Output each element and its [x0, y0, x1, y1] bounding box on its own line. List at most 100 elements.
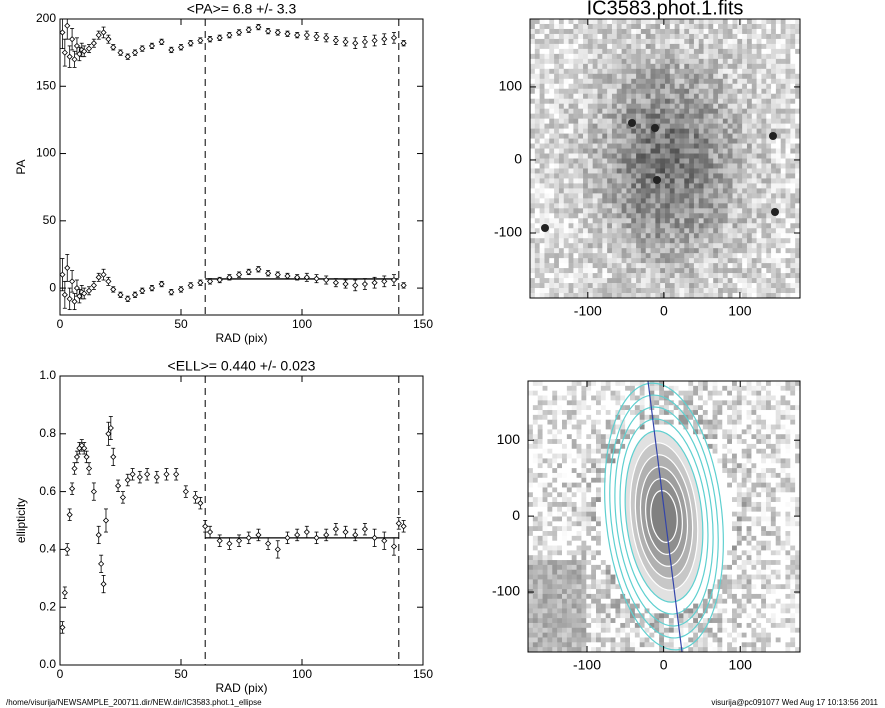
pixel	[707, 414, 713, 421]
pixel	[722, 293, 728, 299]
pixel	[708, 19, 714, 25]
pixel	[756, 218, 762, 224]
pixel	[771, 148, 777, 154]
pixel	[655, 193, 661, 199]
pixel	[780, 278, 786, 284]
pixel	[583, 108, 589, 114]
pixel	[795, 83, 801, 90]
pixel	[698, 468, 704, 474]
pixel	[625, 463, 631, 469]
pixel	[751, 38, 757, 45]
pixel	[775, 118, 782, 124]
pixel	[689, 138, 695, 144]
pixel	[558, 253, 565, 259]
pixel	[785, 138, 791, 144]
pixel	[761, 419, 767, 425]
pixel	[766, 133, 772, 139]
pixel	[766, 88, 772, 95]
pixel	[771, 103, 777, 109]
pixel	[636, 183, 642, 189]
pixel	[650, 213, 656, 219]
pixel	[534, 223, 540, 229]
pixel	[737, 83, 743, 90]
pixel	[742, 73, 748, 80]
pixel	[634, 414, 641, 421]
pixel	[645, 93, 651, 100]
pixel	[650, 163, 656, 169]
data-point	[197, 500, 204, 507]
pixel	[668, 424, 675, 430]
y-axis-label: PA	[14, 159, 28, 174]
pixel	[562, 468, 568, 474]
pixel	[684, 283, 690, 289]
pixel	[708, 53, 714, 60]
pixel	[592, 33, 598, 40]
pixel	[549, 188, 555, 194]
pixel	[558, 83, 565, 90]
pixel	[640, 138, 647, 144]
pixel	[573, 158, 579, 164]
pixel	[712, 385, 718, 391]
pixel	[689, 258, 695, 264]
pixel	[615, 381, 621, 387]
pixel	[737, 78, 743, 85]
pixel	[689, 243, 695, 249]
pixel	[611, 63, 618, 70]
pixel	[771, 83, 777, 90]
pixel	[722, 223, 728, 229]
pixel	[621, 108, 627, 114]
pixel	[586, 477, 592, 483]
pixel	[742, 23, 748, 30]
pixel	[592, 278, 598, 284]
pixel	[702, 414, 709, 421]
pixel	[761, 78, 767, 85]
pixel	[537, 453, 543, 459]
pixel	[746, 133, 753, 139]
pixel	[742, 168, 748, 174]
pixel	[698, 153, 704, 159]
pixel	[640, 73, 647, 80]
pixel	[631, 133, 637, 139]
pixel	[761, 68, 767, 75]
pixel	[583, 223, 589, 229]
pixel	[528, 400, 534, 406]
pixel	[645, 228, 651, 234]
pixel	[707, 448, 713, 454]
pixel	[630, 400, 636, 406]
pixel	[636, 248, 642, 254]
pixel	[573, 198, 579, 204]
pixel	[557, 400, 563, 406]
pixel	[742, 19, 748, 25]
pixel	[650, 178, 656, 184]
pixel	[727, 178, 733, 184]
pixel	[640, 288, 647, 294]
pixel	[530, 233, 536, 239]
pixel	[737, 23, 743, 30]
pixel	[718, 183, 724, 189]
pixel	[530, 98, 536, 104]
pixel	[655, 208, 661, 214]
pixel	[528, 463, 534, 469]
pixel	[534, 88, 540, 95]
pixel	[544, 233, 550, 239]
pixel	[634, 429, 641, 435]
pixel	[795, 168, 801, 174]
pixel	[530, 38, 536, 45]
pixel	[563, 283, 569, 289]
pixel	[534, 103, 540, 109]
pixel	[761, 63, 767, 70]
pixel	[673, 424, 679, 430]
pixel	[727, 188, 733, 194]
pixel	[722, 228, 728, 234]
pixel	[722, 429, 728, 435]
pixel	[568, 288, 574, 294]
pixel	[563, 28, 569, 35]
y-tick-label: -100	[494, 224, 522, 240]
pixel	[732, 103, 738, 109]
pixel	[534, 63, 540, 70]
pixel	[775, 143, 782, 149]
data-point	[352, 40, 359, 47]
pixel	[693, 68, 700, 75]
pixel	[631, 173, 637, 179]
pixel	[674, 38, 680, 45]
